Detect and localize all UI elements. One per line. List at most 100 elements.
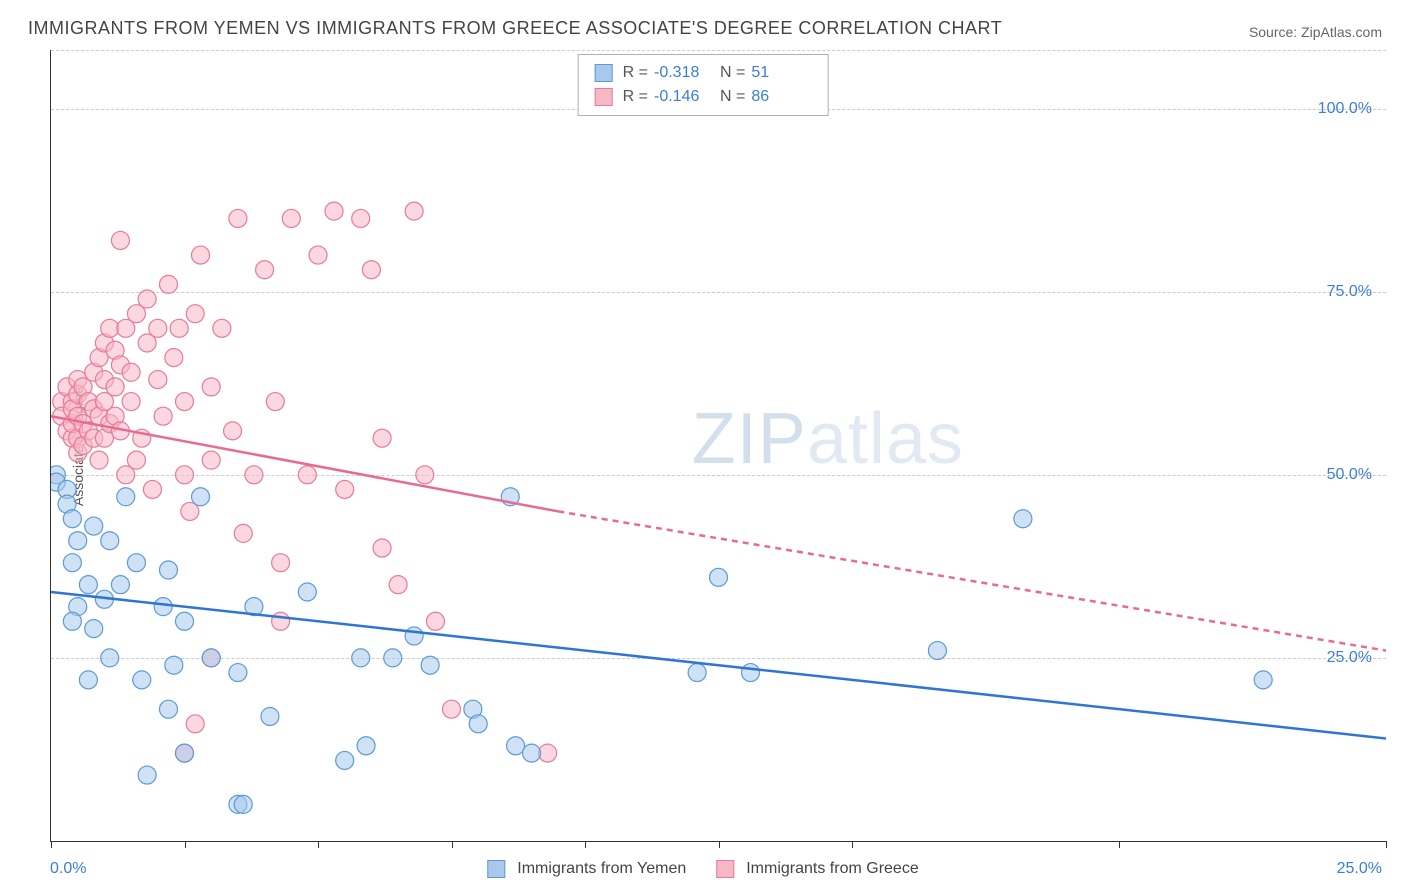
x-tick [185,841,186,848]
data-point [176,466,194,484]
trend-line [558,511,1386,650]
swatch-pink [595,88,613,106]
data-point [63,554,81,572]
data-point [352,649,370,667]
data-point [272,554,290,572]
legend-item-yemen: Immigrants from Yemen [487,860,686,878]
data-point [309,246,327,264]
data-point [85,620,103,638]
data-point [176,744,194,762]
data-point [234,524,252,542]
data-point [192,246,210,264]
source-prefix: Source: [1249,24,1301,40]
x-axis-max-label: 25.0% [1337,860,1382,878]
data-point [336,751,354,769]
data-point [127,554,145,572]
data-point [106,378,124,396]
data-point [138,766,156,784]
source-link[interactable]: ZipAtlas.com [1301,24,1382,40]
legend-swatch-blue [487,860,505,878]
data-point [928,642,946,660]
x-tick [318,841,319,848]
data-point [159,275,177,293]
data-point [165,349,183,367]
data-point [111,576,129,594]
data-point [352,209,370,227]
data-point [421,656,439,674]
data-point [272,612,290,630]
data-point [90,451,108,469]
data-point [176,393,194,411]
data-point [1014,510,1032,528]
data-point [186,715,204,733]
legend-item-greece: Immigrants from Greece [716,860,918,878]
trend-line [51,592,1386,738]
data-point [111,231,129,249]
data-point [202,451,220,469]
data-point [202,378,220,396]
data-point [202,649,220,667]
data-point [282,209,300,227]
data-point [101,319,119,337]
data-point [101,649,119,667]
data-point [710,568,728,586]
n-label-2: N = [720,85,745,109]
data-point [261,707,279,725]
data-point [426,612,444,630]
x-axis-min-label: 0.0% [50,860,86,878]
x-tick [1119,841,1120,848]
data-point [523,744,541,762]
stats-row-yemen: R = -0.318 N = 51 [595,61,812,85]
data-point [159,700,177,718]
data-point [336,480,354,498]
swatch-blue [595,64,613,82]
data-point [170,319,188,337]
data-point [63,612,81,630]
data-point [245,466,263,484]
chart-title: IMMIGRANTS FROM YEMEN VS IMMIGRANTS FROM… [28,18,1002,39]
x-tick [852,841,853,848]
data-point [176,612,194,630]
data-point [154,407,172,425]
data-point [266,393,284,411]
data-point [229,664,247,682]
data-point [159,561,177,579]
data-point [234,795,252,813]
x-tick [452,841,453,848]
n-value-2: 86 [751,85,811,109]
stats-row-greece: R = -0.146 N = 86 [595,85,812,109]
data-point [165,656,183,674]
data-point [507,737,525,755]
data-point [384,649,402,667]
data-point [325,202,343,220]
data-point [192,488,210,506]
data-point [143,480,161,498]
data-point [127,451,145,469]
x-tick [719,841,720,848]
n-label-1: N = [720,61,745,85]
data-point [373,429,391,447]
stats-legend-box: R = -0.318 N = 51 R = -0.146 N = 86 [578,54,829,116]
data-point [101,532,119,550]
data-point [298,466,316,484]
data-point [138,290,156,308]
legend-label-yemen: Immigrants from Yemen [517,860,686,878]
data-point [256,261,274,279]
x-tick [51,841,52,848]
scatter-svg [51,50,1386,841]
data-point [373,539,391,557]
r-label-1: R = [623,61,648,85]
x-tick [1386,841,1387,848]
data-point [154,598,172,616]
r-value-2: -0.146 [654,85,714,109]
data-point [213,319,231,337]
data-point [389,576,407,594]
legend-swatch-pink [716,860,734,878]
data-point [63,510,81,528]
data-point [688,664,706,682]
data-point [79,671,97,689]
legend-bottom: Immigrants from Yemen Immigrants from Gr… [487,860,918,878]
n-value-1: 51 [751,61,811,85]
data-point [149,371,167,389]
data-point [298,583,316,601]
